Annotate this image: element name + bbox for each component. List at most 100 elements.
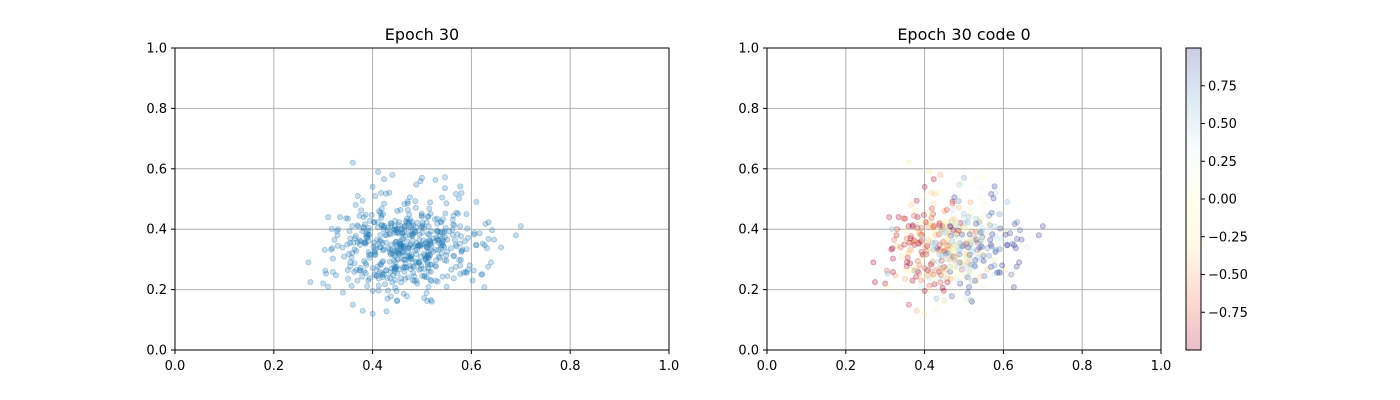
scatter-point: [385, 287, 392, 294]
scatter-point: [979, 234, 986, 241]
scatter-point: [481, 284, 488, 291]
scatter-point: [962, 250, 969, 257]
scatter-point: [395, 249, 402, 256]
scatter-point: [919, 254, 926, 261]
scatter-point: [1002, 229, 1009, 236]
scatter-point: [996, 246, 1003, 253]
scatter-point: [963, 256, 970, 263]
scatter-point: [918, 224, 925, 231]
scatter-point: [956, 240, 963, 247]
scatter-point: [943, 225, 950, 232]
scatter-point: [946, 256, 953, 263]
scatter-point: [940, 238, 947, 245]
scatter-point: [1014, 219, 1021, 226]
scatter-point: [354, 222, 361, 229]
scatter-point: [950, 211, 957, 218]
scatter-point: [928, 205, 935, 212]
scatter-point: [951, 224, 958, 231]
scatter-point: [908, 232, 915, 239]
scatter-plot-left: Epoch 30 0.0 0.2 0.4 0.6 0.8 1.00.00.20.40.60…: [146, 25, 679, 374]
scatter-point: [421, 225, 428, 232]
scatter-point: [960, 262, 967, 269]
scatter-point: [366, 275, 373, 282]
scatter-point: [976, 250, 983, 257]
scatter-point: [936, 251, 943, 258]
scatter-point: [419, 223, 426, 230]
scatter-point: [966, 265, 973, 272]
scatter-point: [990, 257, 997, 264]
scatter-point: [345, 250, 352, 257]
scatter-point: [418, 241, 425, 248]
scatter-point: [424, 242, 431, 249]
scatter-point: [930, 200, 937, 207]
scatter-point: [872, 279, 879, 286]
scatter-point: [917, 234, 924, 241]
scatter-point: [924, 267, 931, 274]
scatter-point: [414, 246, 421, 253]
scatter-point: [404, 200, 411, 207]
scatter-point: [322, 267, 329, 274]
scatter-point: [989, 210, 996, 217]
scatter-point: [1018, 236, 1025, 243]
scatter-point: [483, 245, 490, 252]
axis-ticks-left: 0.0 0.2 0.4 0.6 0.8 1.0 0.0 0.2 0.4 0.6 0.8 1.0: [146, 42, 679, 375]
scatter-point: [1002, 231, 1009, 238]
scatter-point: [461, 238, 468, 245]
scatter-point: [450, 212, 457, 219]
scatter-point: [375, 168, 382, 175]
scatter-point: [365, 249, 372, 256]
scatter-point: [361, 221, 368, 228]
scatter-point: [944, 226, 951, 233]
scatter-point: [364, 234, 371, 241]
scatter-point: [441, 243, 448, 250]
scatter-point: [964, 219, 971, 226]
scatter-point: [991, 183, 998, 190]
scatter-point: [349, 249, 356, 256]
scatter-point: [395, 248, 402, 255]
scatter-point: [953, 237, 960, 244]
scatter-point: [441, 185, 448, 192]
scatter-point: [440, 237, 447, 244]
scatter-point: [943, 206, 950, 213]
scatter-point: [928, 212, 935, 219]
scatter-point: [945, 242, 952, 249]
scatter-point: [410, 270, 417, 277]
scatter-point: [413, 259, 420, 266]
scatter-point: [391, 268, 398, 275]
scatter-point: [416, 266, 423, 273]
scatter-point: [432, 277, 439, 284]
scatter-point: [391, 229, 398, 236]
scatter-point: [441, 234, 448, 241]
scatter-point: [986, 212, 993, 219]
scatter-point: [965, 251, 972, 258]
scatter-point: [397, 240, 404, 247]
scatter-point: [305, 259, 312, 266]
scatter-point: [392, 252, 399, 259]
scatter-point: [372, 192, 379, 199]
scatter-point: [930, 226, 937, 233]
scatter-point: [918, 277, 925, 284]
scatter-point: [441, 257, 448, 264]
scatter-point: [929, 259, 936, 266]
scatter-point: [893, 232, 900, 239]
scatter-point: [902, 215, 909, 222]
scatter-point: [941, 207, 948, 214]
scatter-point: [967, 238, 974, 245]
scatter-point: [870, 259, 877, 266]
scatter-point: [387, 268, 394, 275]
scatter-point: [987, 241, 994, 248]
scatter-point: [958, 259, 965, 266]
scatter-point: [1039, 223, 1046, 230]
scatter-point: [439, 273, 446, 280]
scatter-point: [427, 241, 434, 248]
scatter-point: [883, 267, 890, 274]
scatter-point: [928, 222, 935, 229]
scatter-point: [919, 217, 926, 224]
scatter-point: [966, 231, 973, 238]
scatter-point: [428, 298, 435, 305]
x-tick-label: 1.0: [1151, 359, 1172, 374]
scatter-point: [423, 219, 430, 226]
scatter-point: [382, 232, 389, 239]
scatter-point: [384, 226, 391, 233]
scatter-point: [329, 255, 336, 262]
